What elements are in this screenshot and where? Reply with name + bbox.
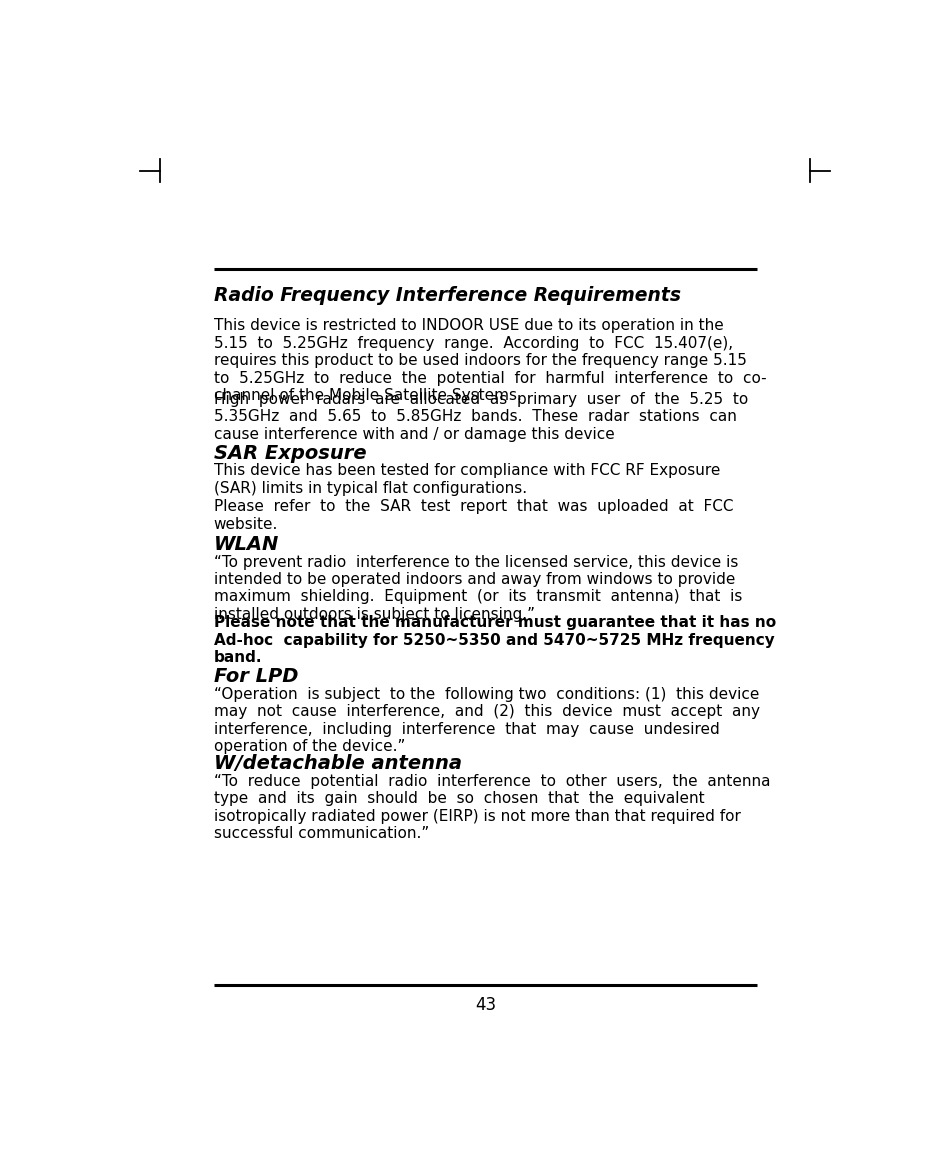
Text: This device has been tested for compliance with FCC RF Exposure: This device has been tested for complian… (214, 464, 720, 479)
Text: “To  reduce  potential  radio  interference  to  other  users,  the  antenna: “To reduce potential radio interference … (214, 774, 770, 789)
Text: Please note that the manufacturer must guarantee that it has no: Please note that the manufacturer must g… (214, 616, 776, 631)
Text: W/detachable antenna: W/detachable antenna (214, 754, 462, 773)
Text: website.: website. (214, 517, 278, 531)
Text: interference,  including  interference  that  may  cause  undesired: interference, including interference tha… (214, 722, 720, 737)
Text: isotropically radiated power (EIRP) is not more than that required for: isotropically radiated power (EIRP) is n… (214, 809, 741, 824)
Text: 5.35GHz  and  5.65  to  5.85GHz  bands.  These  radar  stations  can: 5.35GHz and 5.65 to 5.85GHz bands. These… (214, 409, 737, 424)
Text: maximum  shielding.  Equipment  (or  its  transmit  antenna)  that  is: maximum shielding. Equipment (or its tra… (214, 589, 742, 604)
Text: SAR Exposure: SAR Exposure (214, 444, 366, 462)
Text: to  5.25GHz  to  reduce  the  potential  for  harmful  interference  to  co-: to 5.25GHz to reduce the potential for h… (214, 371, 766, 386)
Text: High  power  radars  are  allocated  as  primary  user  of  the  5.25  to: High power radars are allocated as prima… (214, 392, 748, 407)
Text: operation of the device.”: operation of the device.” (214, 739, 405, 754)
Text: (SAR) limits in typical flat configurations.: (SAR) limits in typical flat configurati… (214, 481, 527, 496)
Text: Ad-hoc  capability for 5250~5350 and 5470~5725 MHz frequency: Ad-hoc capability for 5250~5350 and 5470… (214, 633, 775, 648)
Text: WLAN: WLAN (214, 535, 279, 554)
Text: Radio Frequency Interference Requirements: Radio Frequency Interference Requirement… (214, 286, 681, 306)
Text: installed outdoors is subject to licensing.”: installed outdoors is subject to licensi… (214, 607, 535, 622)
Text: successful communication.”: successful communication.” (214, 826, 429, 841)
Text: “To prevent radio  interference to the licensed service, this device is: “To prevent radio interference to the li… (214, 554, 738, 569)
Text: may  not  cause  interference,  and  (2)  this  device  must  accept  any: may not cause interference, and (2) this… (214, 704, 759, 719)
Text: cause interference with and / or damage this device: cause interference with and / or damage … (214, 426, 615, 442)
Text: band.: band. (214, 651, 262, 666)
Text: requires this product to be used indoors for the frequency range 5.15: requires this product to be used indoors… (214, 353, 746, 368)
Text: intended to be operated indoors and away from windows to provide: intended to be operated indoors and away… (214, 572, 735, 587)
Text: 43: 43 (474, 996, 496, 1013)
Text: “Operation  is subject  to the  following two  conditions: (1)  this device: “Operation is subject to the following t… (214, 687, 759, 702)
Text: channel of the Mobile Satellite Systems.: channel of the Mobile Satellite Systems. (214, 388, 522, 403)
Text: 5.15  to  5.25GHz  frequency  range.  According  to  FCC  15.407(e),: 5.15 to 5.25GHz frequency range. Accordi… (214, 336, 733, 351)
Text: Please  refer  to  the  SAR  test  report  that  was  uploaded  at  FCC: Please refer to the SAR test report that… (214, 500, 733, 514)
Text: type  and  its  gain  should  be  so  chosen  that  the  equivalent: type and its gain should be so chosen th… (214, 791, 705, 806)
Text: For LPD: For LPD (214, 667, 298, 687)
Text: This device is restricted to INDOOR USE due to its operation in the: This device is restricted to INDOOR USE … (214, 318, 724, 333)
